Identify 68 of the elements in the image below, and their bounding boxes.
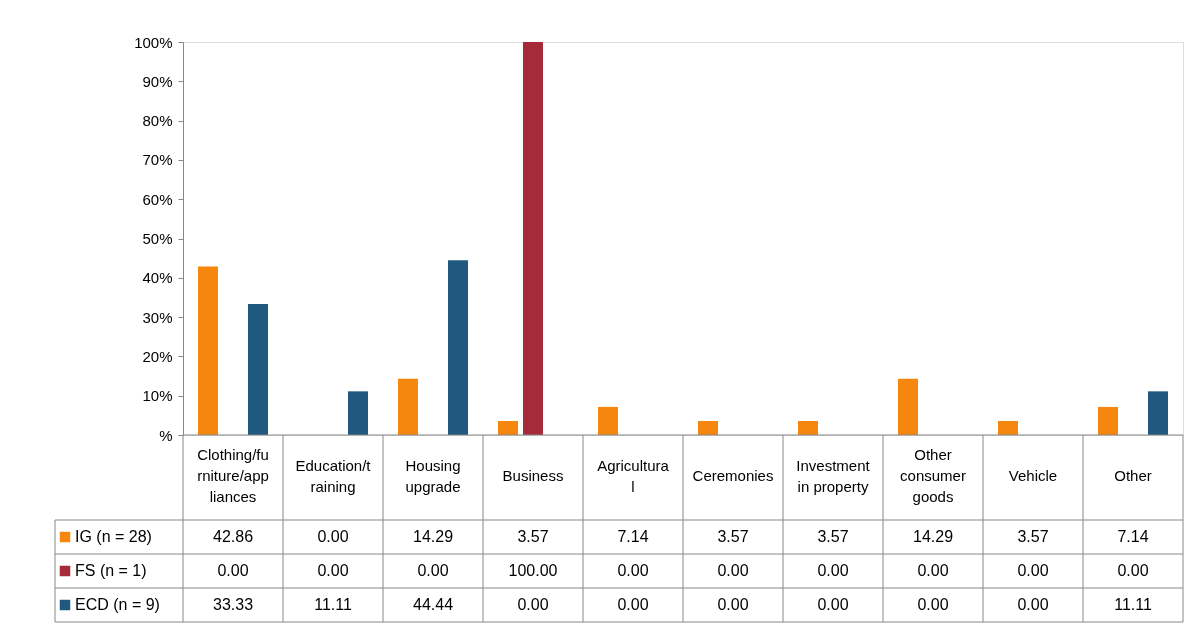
data-label: 0.00 (817, 596, 849, 613)
data-label: 33.33 (212, 596, 254, 613)
data-label: 14.29 (912, 528, 954, 545)
y-tick-label: 10% (142, 387, 173, 405)
y-tick-label: 50% (142, 230, 173, 247)
y-tick-label: 100% (134, 33, 173, 51)
data-label: 3.57 (717, 528, 749, 545)
data-label: 44.44 (412, 596, 454, 613)
x-tick-label: Investment in property (796, 456, 871, 495)
data-label: 3.57 (517, 528, 549, 545)
data-label: 0.00 (1017, 562, 1049, 579)
y-tick-label: 70% (142, 151, 173, 169)
x-tick-label: Ceremonies (692, 467, 774, 484)
data-label: 3.57 (1017, 528, 1049, 545)
data-label: 7.14 (617, 528, 649, 545)
data-label: 0.00 (517, 596, 549, 613)
bar (248, 304, 268, 435)
x-tick-label: Clothing/furniture/appliances (197, 446, 269, 505)
x-tick-label: Agricultural (597, 456, 670, 495)
data-label: 0.00 (1117, 562, 1149, 579)
y-tick-label: 30% (142, 308, 173, 326)
y-tick-label: 20% (142, 347, 173, 365)
legend-label: IG (n = 28) (75, 528, 152, 545)
data-label: 0.00 (817, 562, 849, 579)
bar (1098, 406, 1118, 435)
bar (348, 391, 368, 435)
bar (598, 406, 618, 435)
x-tick-label: Housing upgrade (405, 456, 461, 495)
legend-label: FS (n = 1) (75, 562, 147, 579)
y-tick-label: 90% (142, 72, 173, 90)
data-label: 0.00 (917, 562, 949, 579)
bar (798, 420, 818, 435)
x-tick-label: Education/training (295, 456, 372, 495)
data-label: 11.11 (314, 596, 352, 613)
data-label: 0.00 (617, 596, 649, 613)
data-label: 14.29 (412, 528, 454, 545)
data-label: 3.57 (817, 528, 849, 545)
bar (198, 266, 218, 435)
data-label: 0.00 (417, 562, 449, 579)
bar (898, 378, 918, 435)
bar (448, 260, 468, 435)
bar (998, 420, 1018, 435)
bar (398, 378, 418, 435)
y-tick-label: 60% (142, 190, 173, 208)
data-label: 11.11 (1114, 596, 1152, 613)
x-tick-label: Business (502, 467, 564, 484)
data-label: 0.00 (217, 562, 249, 579)
bar (523, 42, 543, 435)
data-label: 7.14 (1117, 528, 1149, 545)
data-label: 0.00 (317, 528, 349, 545)
bar (1148, 391, 1168, 435)
y-tick-label: 40% (142, 269, 173, 287)
x-tick-label: Vehicle (1008, 467, 1058, 484)
x-tick-label: Other consumer goods (900, 446, 966, 505)
bar (498, 420, 518, 435)
legend-label: ECD (n = 9) (75, 596, 160, 613)
y-tick-label: % (159, 426, 173, 444)
data-label: 0.00 (917, 596, 949, 613)
y-tick-label: 80% (142, 112, 173, 130)
data-label: 100.00 (508, 562, 558, 579)
x-tick-label: Other (1114, 467, 1152, 484)
data-label: 42.86 (212, 528, 254, 545)
data-label: 0.00 (1017, 596, 1049, 613)
data-label: 0.00 (717, 562, 749, 579)
data-label: 0.00 (317, 562, 349, 579)
data-label: 0.00 (617, 562, 649, 579)
bar (698, 420, 718, 435)
data-label: 0.00 (717, 596, 749, 613)
